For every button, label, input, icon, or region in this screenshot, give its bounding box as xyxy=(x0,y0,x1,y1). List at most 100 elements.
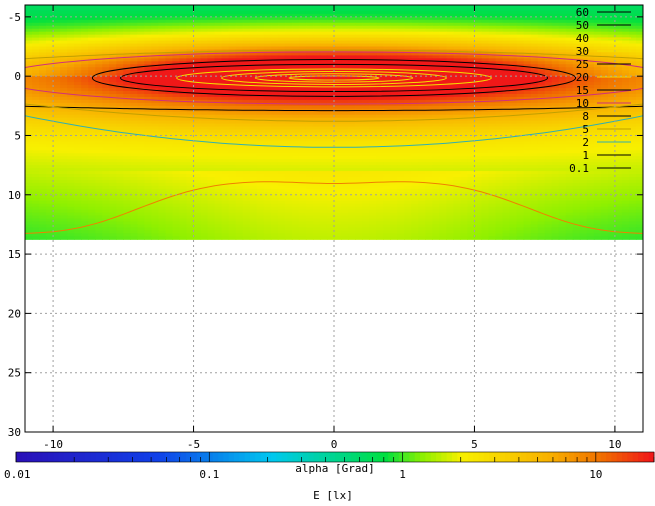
heat-cell xyxy=(137,19,145,24)
heat-cell xyxy=(355,99,363,104)
heat-cell xyxy=(418,159,426,163)
heat-cell xyxy=(256,99,265,104)
heat-cell xyxy=(158,156,167,160)
heat-cell xyxy=(25,153,33,157)
heat-cell xyxy=(397,49,405,54)
heat-cell xyxy=(432,7,440,12)
heat-cell xyxy=(355,111,363,116)
heat-cell xyxy=(39,150,47,154)
heat-cell xyxy=(628,79,637,83)
heat-cell xyxy=(144,114,153,119)
heat-cell xyxy=(572,150,581,154)
heat-cell xyxy=(530,93,539,98)
heat-cell xyxy=(137,102,145,107)
heat-cell xyxy=(32,90,40,95)
heat-cell xyxy=(453,10,462,15)
heat-cell xyxy=(432,85,440,89)
heat-cell xyxy=(516,5,525,9)
heat-cell xyxy=(376,162,384,166)
heat-cell xyxy=(341,159,349,163)
heat-cell xyxy=(221,93,230,98)
heat-cell xyxy=(81,46,89,51)
heat-cell xyxy=(565,168,574,172)
heat-cell xyxy=(256,159,265,163)
heat-cell xyxy=(341,34,349,39)
heat-cell xyxy=(186,46,195,51)
heat-cell xyxy=(516,153,525,157)
heat-cell xyxy=(334,43,342,48)
heat-cell xyxy=(46,138,54,143)
heat-cell xyxy=(383,156,391,160)
heat-cell xyxy=(404,61,412,65)
heat-cell xyxy=(319,64,328,68)
heat-cell xyxy=(425,82,433,86)
heat-cell xyxy=(348,168,356,172)
heat-cell xyxy=(516,43,525,48)
heat-cell xyxy=(32,49,40,54)
heat-cell xyxy=(523,102,532,107)
heat-cell xyxy=(193,135,202,140)
heat-cell xyxy=(390,37,398,42)
heat-cell xyxy=(305,135,314,140)
heat-cell xyxy=(628,31,637,36)
heat-cell xyxy=(60,61,68,65)
heat-cell xyxy=(228,22,237,27)
heat-cell xyxy=(88,31,96,36)
heat-cell xyxy=(46,25,54,30)
heat-cell xyxy=(586,102,595,107)
heat-cell xyxy=(544,144,553,148)
heat-cell xyxy=(207,90,216,95)
heat-cell xyxy=(551,22,560,27)
heat-cell xyxy=(186,67,195,71)
heat-cell xyxy=(572,73,581,77)
heat-cell xyxy=(621,90,630,95)
heat-cell xyxy=(193,153,202,157)
heat-cell xyxy=(116,70,124,74)
heat-cell xyxy=(537,105,546,110)
heat-cell xyxy=(376,46,384,51)
heat-cell xyxy=(137,108,145,113)
heat-cell xyxy=(137,13,145,18)
heat-cell xyxy=(355,16,363,21)
heat-cell xyxy=(46,126,54,131)
heat-cell xyxy=(481,28,490,33)
heat-cell xyxy=(284,90,293,95)
heat-cell xyxy=(270,5,279,9)
heat-cell xyxy=(537,13,546,18)
heat-cell xyxy=(326,19,335,24)
heat-cell xyxy=(348,138,356,143)
heat-cell xyxy=(207,28,216,33)
heat-cell xyxy=(607,16,616,21)
heat-cell xyxy=(151,73,160,77)
heat-cell xyxy=(249,88,258,92)
heat-cell xyxy=(446,22,454,27)
heat-cell xyxy=(277,31,286,36)
heat-cell xyxy=(628,147,637,151)
heat-cell xyxy=(46,10,54,15)
heat-cell xyxy=(572,117,581,122)
heat-cell xyxy=(207,114,216,119)
heat-cell xyxy=(326,90,335,95)
heat-cell xyxy=(312,132,321,137)
heat-cell xyxy=(144,126,153,131)
heat-cell xyxy=(151,82,160,86)
heat-cell xyxy=(523,52,532,57)
heat-cell xyxy=(460,19,469,24)
heat-cell xyxy=(326,141,335,145)
heat-cell xyxy=(488,37,497,42)
heat-cell xyxy=(39,10,47,15)
heat-cell xyxy=(446,55,454,59)
heat-cell xyxy=(25,120,33,125)
heat-cell xyxy=(390,28,398,33)
heat-cell xyxy=(123,19,131,24)
heat-cell xyxy=(256,117,265,122)
heat-cell xyxy=(495,153,504,157)
heat-cell xyxy=(291,114,300,119)
heat-cell xyxy=(341,129,349,134)
heat-cell xyxy=(326,138,335,143)
heat-cell xyxy=(102,79,110,83)
heat-cell xyxy=(172,55,181,59)
heat-cell xyxy=(53,43,61,48)
heat-cell xyxy=(25,16,33,21)
heat-cell xyxy=(495,111,504,116)
